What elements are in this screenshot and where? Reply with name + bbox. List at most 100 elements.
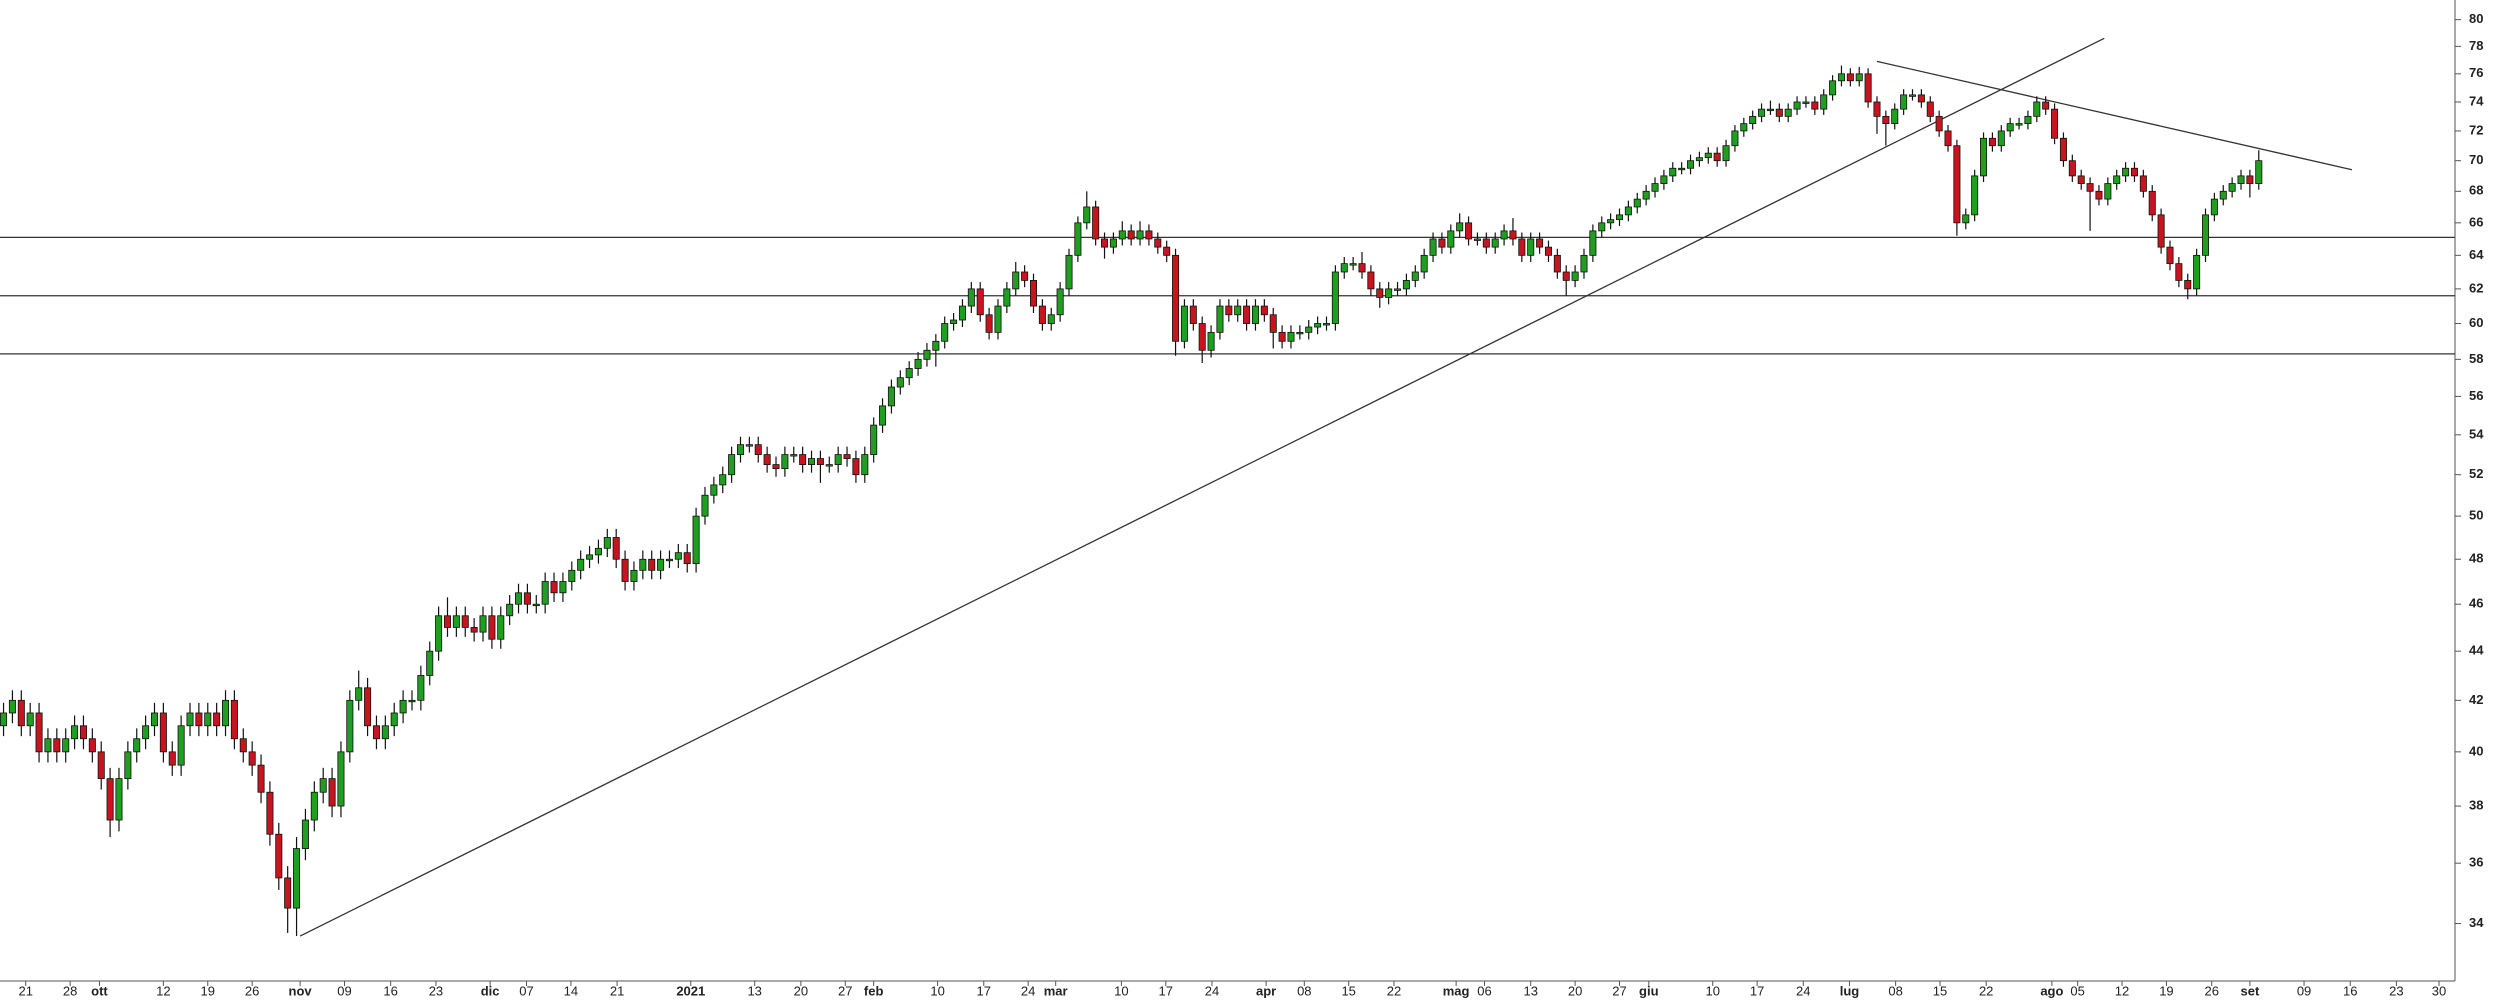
- candle-body: [790, 454, 798, 457]
- candle-body: [1527, 238, 1535, 256]
- candle-body: [1864, 73, 1872, 103]
- candle-body: [0, 712, 8, 727]
- x-tick-label: lug: [1840, 983, 1860, 998]
- candle-body: [1713, 152, 1721, 162]
- candle-body: [79, 725, 87, 740]
- candle-body: [248, 751, 256, 766]
- candle-body: [257, 764, 265, 793]
- candle-body: [665, 558, 673, 562]
- candle-body: [1855, 73, 1863, 82]
- candle-body: [612, 537, 620, 560]
- candle-body: [426, 650, 434, 676]
- candle-body: [630, 569, 638, 582]
- candle-body: [452, 615, 460, 628]
- candle-body: [443, 615, 452, 628]
- candle-body: [222, 699, 230, 727]
- candle-body: [1083, 206, 1091, 224]
- candle-body: [1820, 94, 1828, 110]
- candle-body: [1349, 263, 1357, 266]
- candle-body: [1775, 108, 1783, 117]
- x-tick-label: 13: [1523, 983, 1537, 998]
- candle-body: [417, 675, 425, 701]
- candle-body: [1420, 254, 1428, 273]
- candle-body: [1260, 305, 1268, 316]
- candle-body: [2193, 254, 2201, 290]
- x-tick-label: 21: [610, 983, 624, 998]
- y-tick-label: 42: [2469, 692, 2483, 707]
- candle-body: [284, 877, 292, 909]
- candle-body: [1678, 167, 1686, 171]
- candle-body: [1580, 254, 1588, 273]
- x-tick-label: 17: [1159, 983, 1173, 998]
- candle-body: [53, 738, 61, 753]
- candle-body: [568, 569, 576, 582]
- candle-body: [1029, 280, 1038, 307]
- candle-body: [1109, 238, 1117, 248]
- y-tick-label: 48: [2469, 551, 2483, 566]
- candle-body: [559, 581, 567, 594]
- candle-body: [88, 738, 96, 753]
- x-tick-label: 17: [977, 983, 991, 998]
- y-tick-label: 46: [2469, 596, 2483, 611]
- candle-body: [532, 603, 540, 607]
- candle-body: [799, 454, 807, 465]
- candle-body: [914, 358, 922, 369]
- candle-body: [1766, 108, 1774, 112]
- candle-body: [2130, 167, 2138, 177]
- candle-body: [390, 712, 398, 727]
- candle-body: [657, 558, 665, 571]
- candle-body: [337, 751, 345, 807]
- x-tick-label: 14: [564, 983, 578, 998]
- x-tick-label: 17: [1750, 983, 1764, 998]
- candle-body: [1624, 206, 1632, 216]
- candle-body: [1402, 280, 1410, 290]
- candle-body: [825, 464, 833, 467]
- y-tick-label: 44: [2469, 643, 2484, 658]
- y-tick-label: 74: [2469, 93, 2484, 108]
- candle-body: [26, 712, 34, 727]
- candle-body: [2201, 214, 2210, 256]
- x-tick-label: set: [2241, 983, 2260, 998]
- candle-body: [736, 444, 745, 455]
- candle-body: [2255, 160, 2263, 184]
- candle-body: [479, 615, 487, 633]
- candle-body: [1917, 94, 1925, 103]
- candle-body: [1411, 271, 1419, 281]
- x-tick-label: giu: [1639, 983, 1659, 998]
- candle-body: [550, 581, 558, 594]
- candle-body: [1101, 238, 1109, 248]
- candle-body: [2184, 280, 2192, 290]
- candle-body: [1988, 137, 1996, 147]
- candle-body: [816, 458, 824, 465]
- candle-body: [310, 791, 318, 821]
- candle-body: [1740, 123, 1748, 132]
- candle-body: [1802, 101, 1810, 104]
- candle-body: [870, 424, 878, 455]
- candle-body: [1962, 214, 1970, 224]
- x-tick-label: 27: [1612, 983, 1626, 998]
- candle-body: [1482, 238, 1490, 248]
- candle-body: [541, 581, 549, 605]
- candle-body: [2059, 137, 2067, 162]
- x-tick-label: 24: [1796, 983, 1810, 998]
- candle-body: [1021, 271, 1029, 281]
- candle-body: [1287, 331, 1295, 342]
- x-tick-label: 12: [2115, 983, 2129, 998]
- candle-body: [8, 699, 16, 714]
- x-tick-label: 06: [1477, 983, 1491, 998]
- candle-body: [1589, 230, 1597, 256]
- candle-body: [106, 778, 114, 821]
- candle-body: [319, 778, 327, 793]
- candle-body: [1926, 101, 1934, 117]
- candle-body: [1997, 130, 2005, 147]
- candle-body: [1908, 94, 1917, 97]
- candle-body: [1322, 323, 1331, 326]
- candle-body: [1154, 238, 1162, 248]
- candle-body: [1438, 238, 1446, 248]
- x-tick-label: 19: [2159, 983, 2173, 998]
- candle-body: [621, 558, 629, 582]
- candle-body: [1518, 238, 1526, 256]
- candle-body: [435, 615, 443, 652]
- candle-body: [1660, 175, 1668, 184]
